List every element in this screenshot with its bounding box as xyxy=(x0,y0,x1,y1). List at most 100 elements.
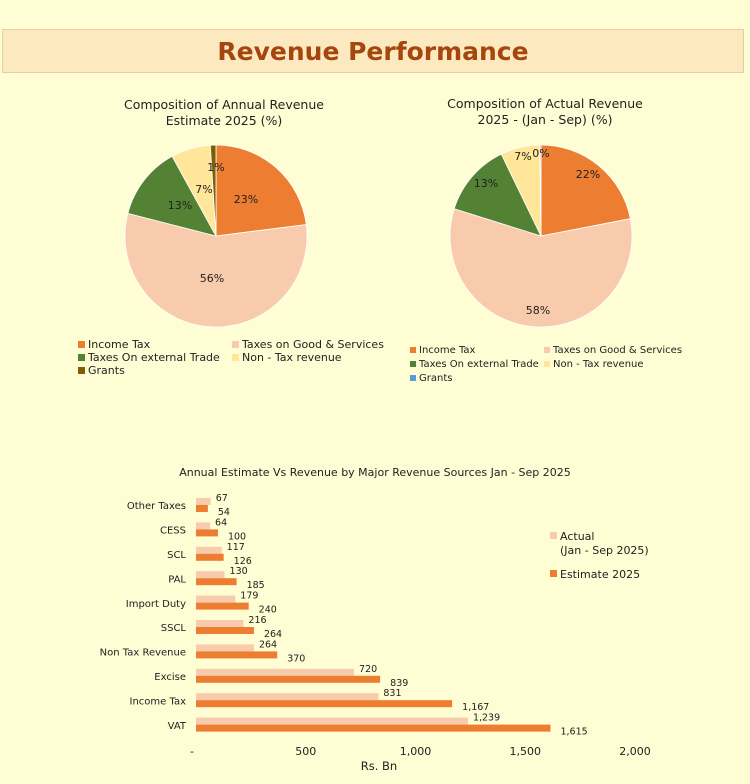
pie-slice xyxy=(539,144,542,237)
x-tick-label: 2,000 xyxy=(619,745,651,758)
pie-slice xyxy=(215,144,307,237)
legend-label: Non - Tax revenue xyxy=(553,359,644,370)
pie-title-line: Composition of Actual Revenue xyxy=(447,96,643,111)
pie-data-label: 23% xyxy=(234,193,258,206)
pie-title-line: Composition of Annual Revenue xyxy=(124,97,324,112)
bar-actual xyxy=(196,546,222,554)
pie-data-label: 0% xyxy=(532,147,549,160)
legend-label: Income Tax xyxy=(419,345,476,356)
page-title-banner: Revenue Performance xyxy=(2,29,744,73)
bar-estimate xyxy=(196,675,381,683)
legend-swatch xyxy=(410,347,416,353)
pie-slice xyxy=(124,212,308,328)
legend-swatch xyxy=(410,375,416,381)
legend-label: Grants xyxy=(419,373,452,384)
bar-category-label: Income Tax xyxy=(130,696,187,707)
bar-actual-label: 216 xyxy=(248,615,266,626)
bar-actual-label: 179 xyxy=(240,591,258,602)
page-title: Revenue Performance xyxy=(217,36,529,66)
bar-actual xyxy=(196,498,211,505)
bar-category-label: PAL xyxy=(168,574,186,585)
bar-chart-title: Annual Estimate Vs Revenue by Major Reve… xyxy=(179,466,571,479)
bar-estimate xyxy=(196,627,254,634)
bar-estimate-label: 264 xyxy=(264,629,282,640)
bar-estimate-label: 126 xyxy=(234,556,252,567)
pie-title-line: 2025 - (Jan - Sep) (%) xyxy=(478,112,613,127)
pie-slice xyxy=(449,208,633,328)
bar-chart: Annual Estimate Vs Revenue by Major Reve… xyxy=(100,466,651,773)
legend-label: Taxes On external Trade xyxy=(418,359,539,370)
bar-actual xyxy=(196,693,379,701)
bar-category-label: SCL xyxy=(167,550,186,561)
pie-data-label: 13% xyxy=(474,177,498,190)
bar-actual-label: 64 xyxy=(215,517,227,528)
legend-label: Taxes on Good & Services xyxy=(241,338,384,351)
bar-actual xyxy=(196,522,211,530)
bar-estimate-label: 370 xyxy=(287,653,305,664)
bar-estimate-label: 240 xyxy=(259,605,277,616)
pie-data-label: 56% xyxy=(200,272,224,285)
bar-estimate-label: 1,615 xyxy=(560,727,587,738)
bar-estimate xyxy=(196,505,208,512)
bar-actual xyxy=(196,644,254,652)
bar-actual xyxy=(196,717,468,725)
x-axis-label: Rs. Bn xyxy=(361,759,397,773)
bar-estimate xyxy=(196,578,237,586)
bar-actual-label: 831 xyxy=(383,688,401,699)
pie-slice xyxy=(453,153,542,237)
pie-title-line: Estimate 2025 (%) xyxy=(166,113,283,128)
legend-swatch xyxy=(78,341,85,348)
legend-label-estimate: Estimate 2025 xyxy=(560,568,640,581)
bar-category-label: Non Tax Revenue xyxy=(100,648,186,659)
bar-legend: Actual(Jan - Sep 2025) Estimate 2025 xyxy=(550,530,649,581)
legend-swatch xyxy=(232,341,239,348)
bar-estimate xyxy=(196,724,551,732)
pie-slice xyxy=(127,155,217,237)
legend-swatch xyxy=(544,347,550,353)
bar-actual-label: 720 xyxy=(359,664,377,675)
legend-swatch xyxy=(78,354,85,361)
bar-category-label: VAT xyxy=(168,721,187,732)
bar-estimate xyxy=(196,602,249,610)
bar-category-label: SSCL xyxy=(161,623,187,634)
bar-estimate xyxy=(196,651,278,659)
legend-swatch xyxy=(232,354,239,361)
bar-estimate xyxy=(196,529,218,537)
pie-data-label: 13% xyxy=(168,199,192,212)
legend-swatch xyxy=(544,361,550,367)
bar-category-label: CESS xyxy=(160,526,186,537)
bar-estimate-label: 54 xyxy=(218,507,230,518)
legend-label: Income Tax xyxy=(88,338,151,351)
bar-actual xyxy=(196,571,225,579)
x-tick-label: 500 xyxy=(295,745,316,758)
legend-label: Taxes on Good & Services xyxy=(552,345,682,356)
pie-data-label: 22% xyxy=(576,168,600,181)
bar-actual-label: 130 xyxy=(230,566,248,577)
x-tick-label: 1,000 xyxy=(400,745,432,758)
legend-label: Non - Tax revenue xyxy=(242,351,342,364)
bar-estimate xyxy=(196,553,224,561)
pie-slice xyxy=(209,144,217,237)
legend-label-actual: Actual xyxy=(560,530,594,543)
bar-estimate-label: 1,167 xyxy=(462,702,489,713)
bar-actual xyxy=(196,620,244,627)
legend-label-actual: (Jan - Sep 2025) xyxy=(560,544,649,557)
legend-swatch xyxy=(78,367,85,374)
pie-data-label: 58% xyxy=(526,304,550,317)
bar-estimate-label: 100 xyxy=(228,531,246,542)
legend-swatch-actual xyxy=(550,532,557,539)
legend-swatch-estimate xyxy=(550,570,557,577)
pie-data-label: 1% xyxy=(207,161,224,174)
pie-data-label: 7% xyxy=(195,183,212,196)
bar-category-label: Other Taxes xyxy=(127,501,186,512)
bar-category-label: Excise xyxy=(154,672,186,683)
bar-actual-label: 67 xyxy=(216,493,228,504)
pie-slice xyxy=(540,144,631,237)
legend-label: Grants xyxy=(88,364,125,377)
bar-estimate-label: 185 xyxy=(247,580,265,591)
bar-actual-label: 264 xyxy=(259,639,277,650)
bar-actual xyxy=(196,595,236,603)
